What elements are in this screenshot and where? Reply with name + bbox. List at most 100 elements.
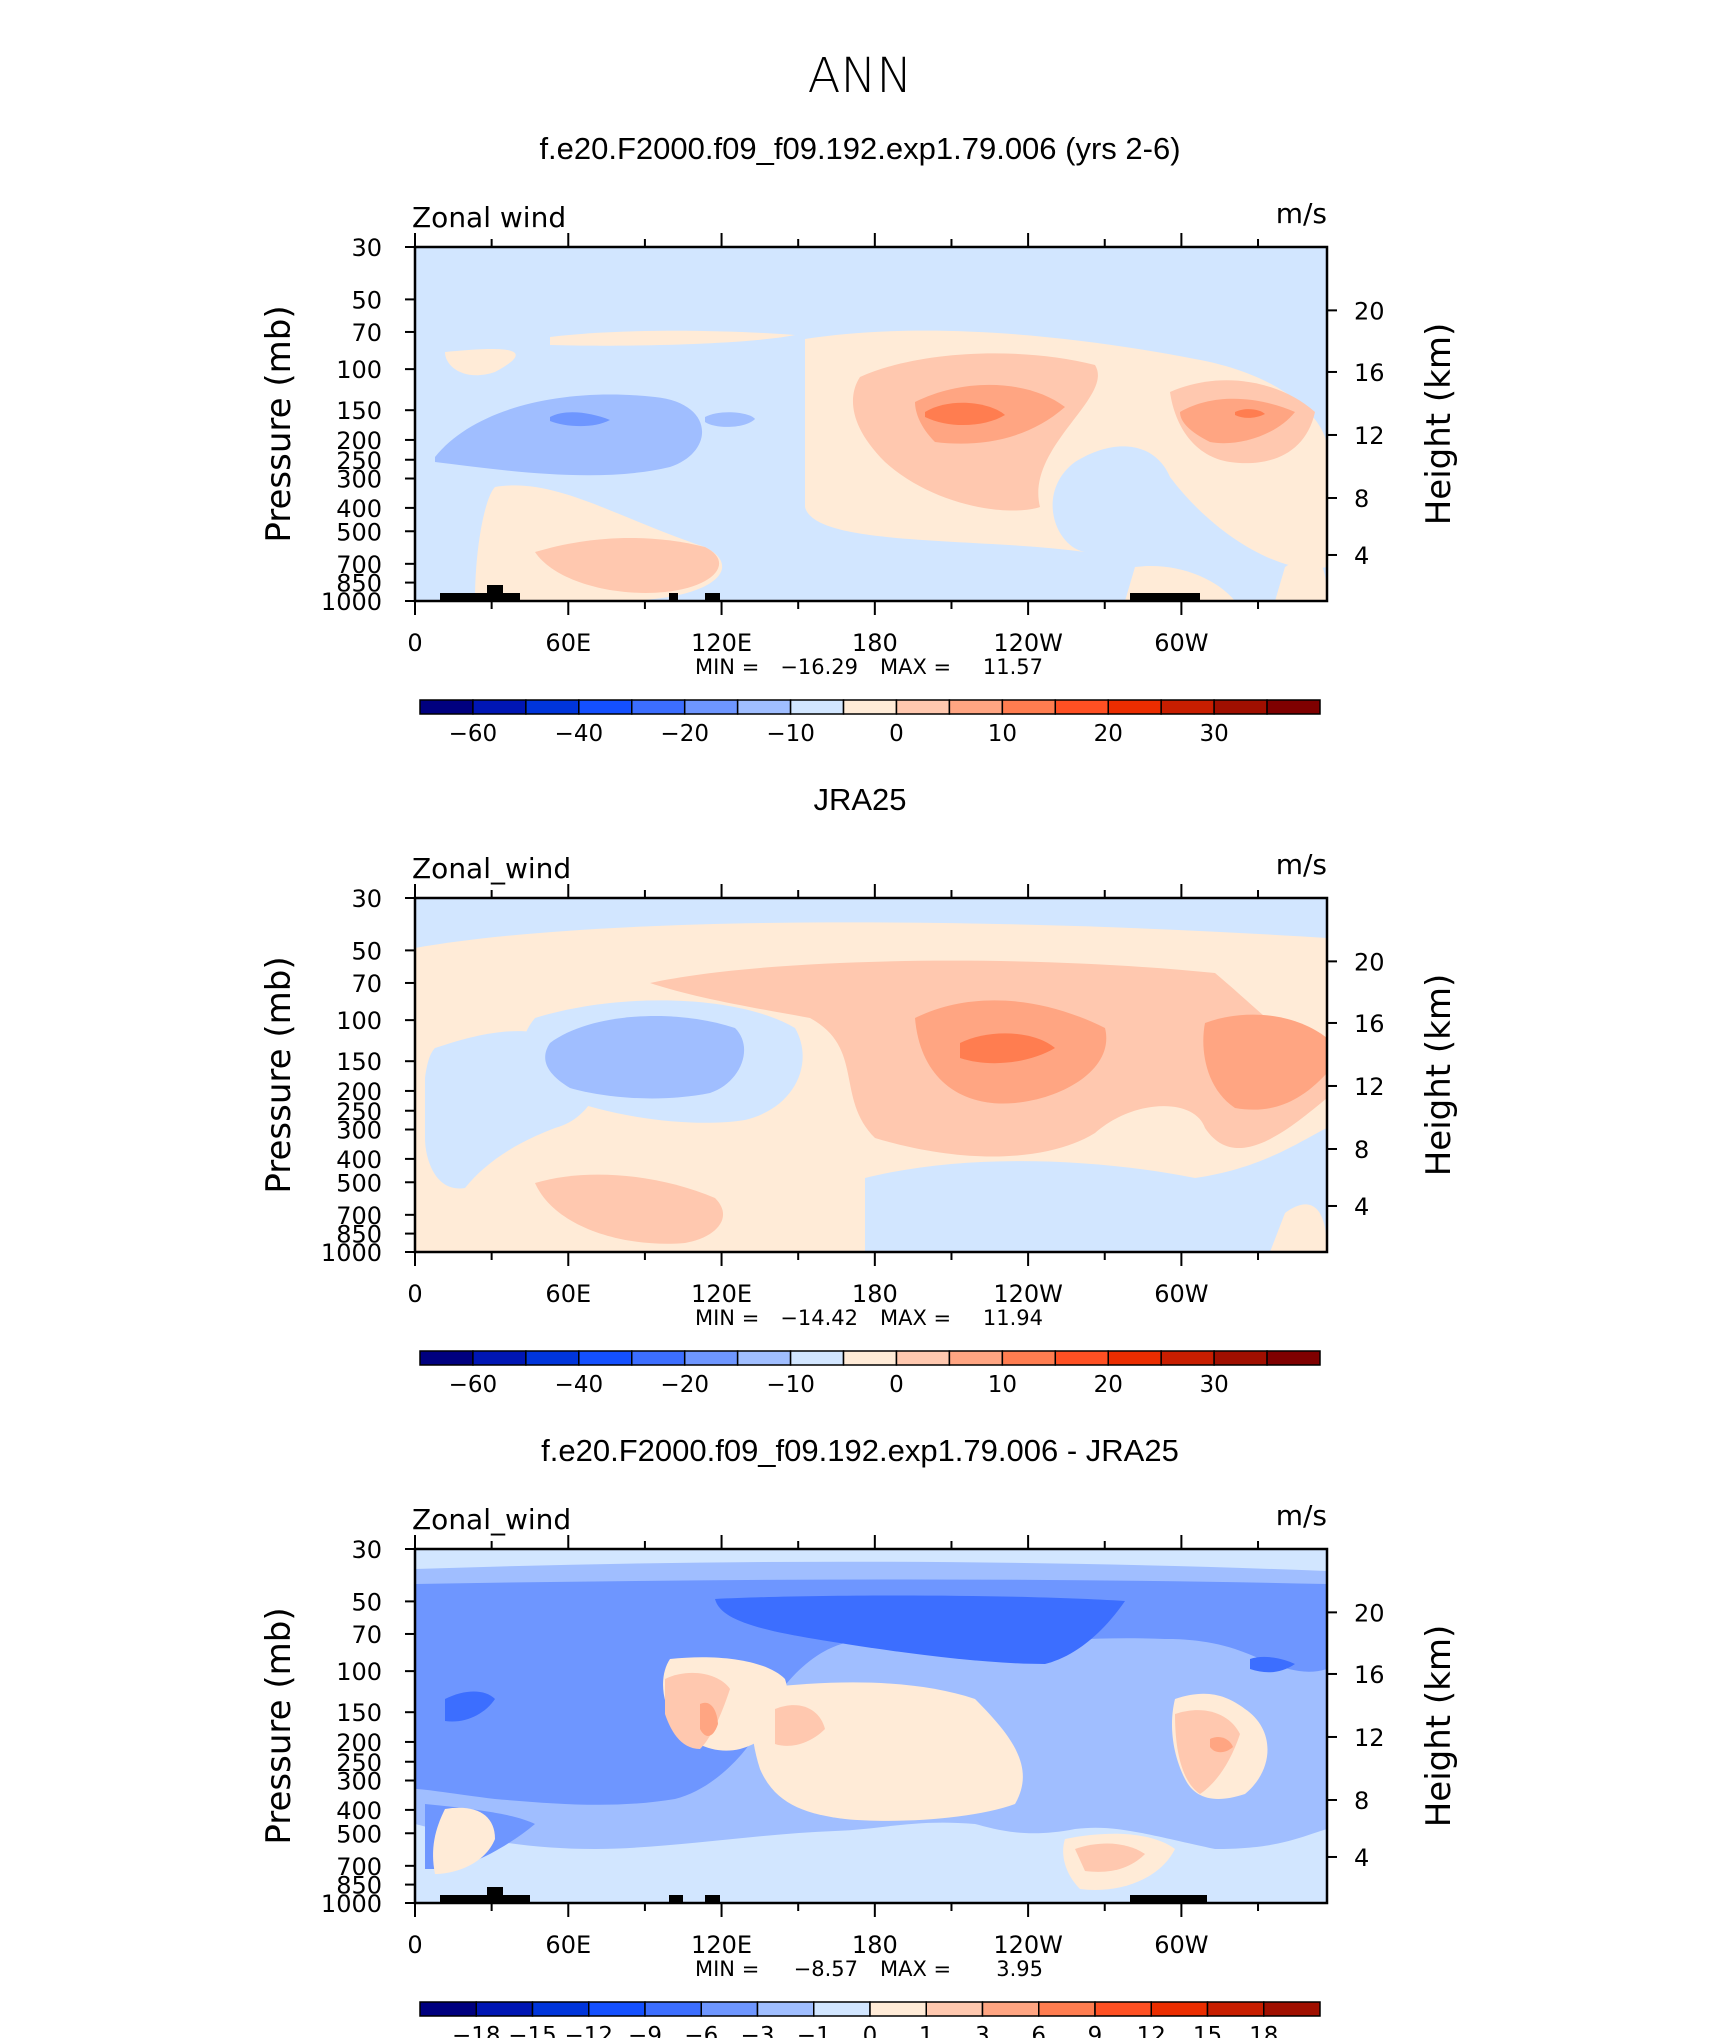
contour-fill — [775, 1705, 825, 1746]
contour-fill — [700, 1702, 718, 1736]
y-tick-label: 850 — [336, 1221, 382, 1249]
y-tick-label: 200 — [336, 427, 382, 455]
x-tick-label: 180 — [852, 629, 898, 657]
y-right-axis-title: Height (km) — [1419, 1625, 1459, 1828]
colorbar: −18 −15 −12 −9 −6 −3 −1 0 1 3 6 9 12 15 18 — [419, 2001, 1321, 2038]
colorbar-swatch — [1266, 699, 1321, 715]
colorbar-label: 30 — [1199, 721, 1228, 747]
plot-area — [415, 898, 1327, 1252]
y-tick-label: 850 — [336, 570, 382, 598]
y-right-tick-label: 8 — [1354, 1136, 1369, 1164]
colorbar-swatch — [1150, 2001, 1209, 2017]
x-tick-label: 120E — [691, 1931, 752, 1959]
y-tick-label: 500 — [336, 1169, 382, 1197]
colorbar-swatch — [948, 1350, 1004, 1366]
y-right-axis-title: Height (km) — [1419, 974, 1459, 1177]
y-tick-label: 300 — [336, 1768, 382, 1796]
colorbar-swatch — [419, 699, 474, 715]
plot-frame — [413, 245, 1329, 603]
y-tick-label: 1000 — [321, 588, 382, 616]
y-tick-label: 30 — [351, 1536, 382, 1564]
land-mask — [487, 1887, 503, 1903]
contour-fill — [535, 1174, 724, 1244]
colorbar-swatch — [1054, 699, 1109, 715]
colorbar-label: 30 — [1199, 1372, 1228, 1398]
colorbar-swatch — [700, 2001, 759, 2017]
contour-fill — [665, 1672, 730, 1749]
land-mask — [503, 1895, 530, 1903]
min-value: −8.57 — [794, 1957, 858, 1981]
contour-fill — [1270, 1204, 1327, 1252]
y-tick-label: 70 — [351, 970, 382, 998]
colorbar-swatch — [1213, 699, 1268, 715]
colorbar-swatch — [895, 1350, 951, 1366]
max-label: MAX = — [880, 655, 951, 679]
colorbar-swatch — [842, 699, 898, 715]
y-tick-label: 100 — [336, 1007, 382, 1035]
contour-fill — [1125, 566, 1235, 601]
min-label: MIN = — [695, 655, 759, 679]
y-right-tick-label: 4 — [1354, 542, 1369, 570]
y-tick-label: 150 — [336, 1048, 382, 1076]
colorbar-label: 15 — [1193, 2023, 1222, 2038]
y-tick-label: 30 — [351, 234, 382, 262]
colorbar-label: 3 — [975, 2023, 990, 2038]
min-label: MIN = — [695, 1306, 759, 1330]
y-tick-label: 150 — [336, 1699, 382, 1727]
y-tick-label: 250 — [336, 447, 382, 475]
y-tick-label: 70 — [351, 319, 382, 347]
contour-fill — [1235, 409, 1265, 418]
contour-fill — [445, 1691, 495, 1722]
contour-fill — [445, 348, 516, 376]
y-tick-label: 100 — [336, 1658, 382, 1686]
contour-fill — [433, 1807, 495, 1874]
colorbar-swatch — [1206, 2001, 1265, 2017]
colorbar-swatch — [1266, 1350, 1321, 1366]
variable-label: Zonal_wind — [412, 852, 571, 885]
y-right-tick-label: 12 — [1354, 422, 1385, 450]
y-tick-label: 300 — [336, 1117, 382, 1145]
y-tick-label: 400 — [336, 1146, 382, 1174]
y-right-tick-label: 4 — [1354, 1844, 1369, 1872]
colorbar-swatch — [631, 699, 686, 715]
plot-frame — [413, 1547, 1329, 1905]
colorbar-label: 12 — [1137, 2023, 1166, 2038]
x-tick-label: 60E — [545, 1931, 591, 1959]
y-axis-title: Pressure (mb) — [259, 305, 299, 542]
colorbar-swatch — [419, 1350, 474, 1366]
contour-fill — [705, 412, 755, 427]
chart-title: f.e20.F2000.f09_f09.192.exp1.79.006 (yrs… — [539, 131, 1180, 166]
chart-title: f.e20.F2000.f09_f09.192.exp1.79.006 - JR… — [541, 1433, 1179, 1468]
contour-fill — [435, 394, 703, 476]
x-tick-label: 60E — [545, 1280, 591, 1308]
colorbar-swatch — [1054, 1350, 1109, 1366]
colorbar-swatch — [813, 2001, 871, 2017]
land-mask — [440, 1895, 487, 1903]
min-label: MIN = — [695, 1957, 759, 1981]
colorbar-label: 10 — [988, 1372, 1017, 1398]
x-tick-label: 0 — [407, 1931, 422, 1959]
colorbar-label: −10 — [766, 721, 815, 747]
colorbar-swatch — [981, 2001, 1040, 2017]
land-mask — [487, 585, 503, 601]
y-right-tick-label: 4 — [1354, 1193, 1369, 1221]
colorbar-label: 0 — [863, 2023, 878, 2038]
colorbar-swatch — [525, 699, 580, 715]
colorbar-swatch — [644, 2001, 702, 2017]
land-mask — [705, 593, 720, 601]
colorbar-swatch — [475, 2001, 534, 2017]
chart-panel-1: f.e20.F2000.f09_f09.192.exp1.79.006 (yrs… — [259, 131, 1459, 747]
colorbar-swatch — [736, 1350, 792, 1366]
colorbar: −60 −40 −20 −10 0 10 20 30 — [419, 699, 1321, 747]
colorbar-label: −3 — [741, 2023, 775, 2038]
colorbar-swatch — [756, 2001, 815, 2017]
colorbar-swatch — [472, 1350, 527, 1366]
y-tick-label: 50 — [351, 286, 382, 314]
y-axis-title: Pressure (mb) — [259, 1607, 299, 1844]
contour-fill — [715, 1595, 1125, 1664]
colorbar-label: 18 — [1249, 2023, 1278, 2038]
colorbar-label: 10 — [988, 721, 1017, 747]
chart-panel-3: f.e20.F2000.f09_f09.192.exp1.79.006 - JR… — [259, 1433, 1459, 2038]
contour-fill — [1075, 1843, 1145, 1872]
